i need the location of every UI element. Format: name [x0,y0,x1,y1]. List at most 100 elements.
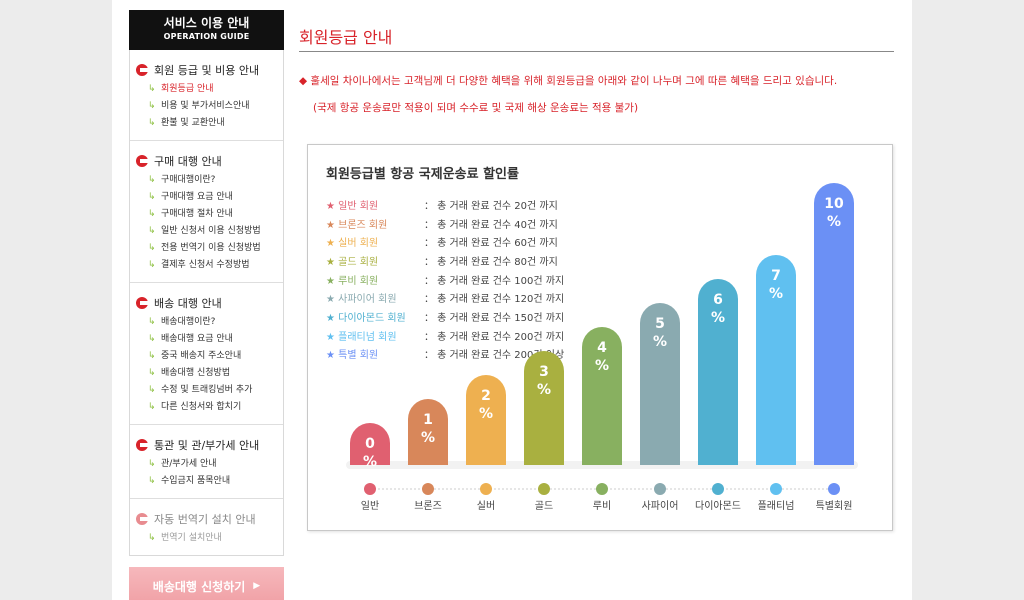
sidebar-sub-item[interactable]: ↳ 회원등급 안내 [136,81,283,98]
bar [466,375,506,465]
tier-condition: ： 총 거래 완료 건수 200건 까지 [424,331,565,343]
bar [408,399,448,465]
bar-value-label: 3 [539,364,549,380]
sidebar-sub-item[interactable]: ↳ 전용 번역기 이용 신청방법 [136,240,283,257]
sidebar: 서비스 이용 안내 OPERATION GUIDE 회원 등급 및 비용 안내 ↳… [129,10,284,600]
tier-name: ★ 골드 회원 [326,256,379,268]
notice-subtext: (국제 항공 운송료만 적용이 되며 수수료 및 국제 해상 운송료는 적용 불… [313,102,639,114]
chart-title: 회원등급별 항공 국제운송료 할인률 [326,167,519,182]
bar-percent-label: % [769,286,783,302]
tier-dot [480,483,492,495]
sidebar-sub-item-label: 배송대행 요금 안내 [161,334,233,344]
tier-dot [596,483,608,495]
sidebar-group-title[interactable]: 통관 및 관/부가세 안내 [136,437,283,453]
sidebar-sub-item[interactable]: ↳ 비용 및 부가서비스안내 [136,98,283,115]
sidebar-sub-item[interactable]: ↳ 배송대행이란? [136,314,283,331]
bar-value-label: 7 [771,268,781,284]
sub-arrow-icon: ↳ [148,118,156,128]
sidebar-sub-item[interactable]: ↳ 수입금지 품목안내 [136,473,283,490]
tier-name: ★ 플래티넘 회원 [326,331,397,343]
sidebar-sub-item-label: 회원등급 안내 [161,84,214,94]
tier-name: ★ 브론즈 회원 [326,219,388,231]
c-logo-icon [136,64,148,76]
sidebar-group-title[interactable]: 구매 대행 안내 [136,153,283,169]
sidebar-group: 통관 및 관/부가세 안내 ↳ 관/부가세 안내 ↳ 수입금지 품목안내 [130,425,283,499]
bar-percent-label: % [537,382,551,398]
sub-arrow-icon: ↳ [148,243,156,253]
sidebar-sub-item-label: 일반 신청서 이용 신청방법 [161,226,261,236]
bar-value-label: 6 [713,292,723,308]
bar-value-label: 10 [824,196,844,212]
bar-value-label: 1 [423,412,433,428]
bar-percent-label: % [827,214,841,230]
tier-row: ★ 브론즈 회원 ： 총 거래 완료 건수 40건 까지 [326,214,564,233]
category-label: 브론즈 [414,500,442,512]
sidebar-group-title-label: 통관 및 관/부가세 안내 [154,439,260,452]
sidebar-sub-item[interactable]: ↳ 중국 배송지 주소안내 [136,348,283,365]
tier-row: ★ 일반 회원 ： 총 거래 완료 건수 20건 까지 [326,195,564,214]
bar-percent-label: % [711,310,725,326]
sidebar-header-title: 서비스 이용 안내 [163,16,250,30]
sidebar-sub-item[interactable]: ↳ 관/부가세 안내 [136,456,283,473]
bar-value-label: 2 [481,388,491,404]
sidebar-sub-item[interactable]: ↳ 일반 신청서 이용 신청방법 [136,223,283,240]
tier-list: ★ 일반 회원 ： 총 거래 완료 건수 20건 까지 ★ 브론즈 회원 ： 총 거래… [326,195,564,363]
sidebar-sub-item-label: 전용 번역기 이용 신청방법 [161,243,261,253]
sidebar-sub-item[interactable]: ↳ 환불 및 교환안내 [136,115,283,132]
sub-arrow-icon: ↳ [148,175,156,185]
category-label: 플래티넘 [758,500,795,512]
sidebar-sub-item[interactable]: ↳ 배송대행 요금 안내 [136,331,283,348]
sidebar-sub-item-label: 비용 및 부가서비스안내 [161,101,250,111]
sidebar-header-subtitle: OPERATION GUIDE [163,32,250,41]
category-label: 골드 [535,500,553,512]
bar [814,183,854,465]
category-label: 루비 [593,500,611,512]
tier-row: ★ 사파이어 회원 ： 총 거래 완료 건수 120건 까지 [326,288,564,307]
sub-arrow-icon: ↳ [148,334,156,344]
tier-condition: ： 총 거래 완료 건수 60건 까지 [424,238,558,250]
tier-condition: ： 총 거래 완료 건수 150건 까지 [424,312,565,324]
sidebar-sub-item[interactable]: ↳ 구매대행 요금 안내 [136,189,283,206]
sidebar-group-title[interactable]: 자동 번역기 설치 안내 [136,511,283,527]
tier-name: ★ 실버 회원 [326,238,379,250]
tier-condition: ： 총 거래 완료 건수 40건 까지 [424,219,558,231]
sidebar-sub-item[interactable]: ↳ 번역기 설치안내 [136,530,283,547]
page-container: 서비스 이용 안내 OPERATION GUIDE 회원 등급 및 비용 안내 ↳… [112,0,912,600]
bar-percent-label: % [653,334,667,350]
play-arrow-icon: ▶ [253,581,261,591]
tier-condition: ： 총 거래 완료 건수 120건 까지 [424,294,565,306]
apply-shipping-button[interactable]: 배송대행 신청하기 ▶ [129,567,284,600]
bar-percent-label: % [363,454,377,470]
sidebar-sub-item[interactable]: ↳ 수정 및 트래킹넘버 추가 [136,382,283,399]
bar [756,255,796,465]
sidebar-sub-item-label: 배송대행 신청방법 [161,368,231,378]
sidebar-sub-item[interactable]: ↳ 다른 신청서와 합치기 [136,399,283,416]
sidebar-sub-item-label: 번역기 설치안내 [161,533,222,543]
sidebar-group-title[interactable]: 배송 대행 안내 [136,295,283,311]
page-title: 회원등급 안내 [299,24,894,52]
sidebar-sub-item[interactable]: ↳ 구매대행 절차 안내 [136,206,283,223]
c-logo-icon [136,439,148,451]
sidebar-group-title-label: 배송 대행 안내 [154,297,222,310]
discount-chart: 회원등급별 항공 국제운송료 할인률 ★ 일반 회원 ： 총 거래 완료 건수 2… [307,144,893,531]
tier-name: ★ 특별 회원 [326,350,379,362]
sidebar-sub-item-label: 중국 배송지 주소안내 [161,351,242,361]
tier-row: ★ 플래티넘 회원 ： 총 거래 완료 건수 200건 까지 [326,326,564,345]
bar [640,303,680,465]
sidebar-sub-item[interactable]: ↳ 구매대행이란? [136,172,283,189]
tier-dot [364,483,376,495]
bar-value-label: 4 [597,340,607,356]
sub-arrow-icon: ↳ [148,317,156,327]
tier-row: ★ 골드 회원 ： 총 거래 완료 건수 80건 까지 [326,251,564,270]
sidebar-group-title[interactable]: 회원 등급 및 비용 안내 [136,62,283,78]
tier-name: ★ 일반 회원 [326,200,379,212]
tier-dot [828,483,840,495]
c-logo-icon [136,155,148,167]
sidebar-sub-item[interactable]: ↳ 결제후 신청서 수정방법 [136,257,283,274]
sub-arrow-icon: ↳ [148,385,156,395]
bar-chart-svg: 0% 일반 1% 브론즈 2% 실버 3% 골드 4% 루비 5% 사파이어 6% 다이아몬드 7% 플래티넘… [346,183,858,512]
sidebar-sub-item-label: 배송대행이란? [161,317,216,327]
sub-arrow-icon: ↳ [148,226,156,236]
sub-arrow-icon: ↳ [148,351,156,361]
sidebar-sub-item[interactable]: ↳ 배송대행 신청방법 [136,365,283,382]
